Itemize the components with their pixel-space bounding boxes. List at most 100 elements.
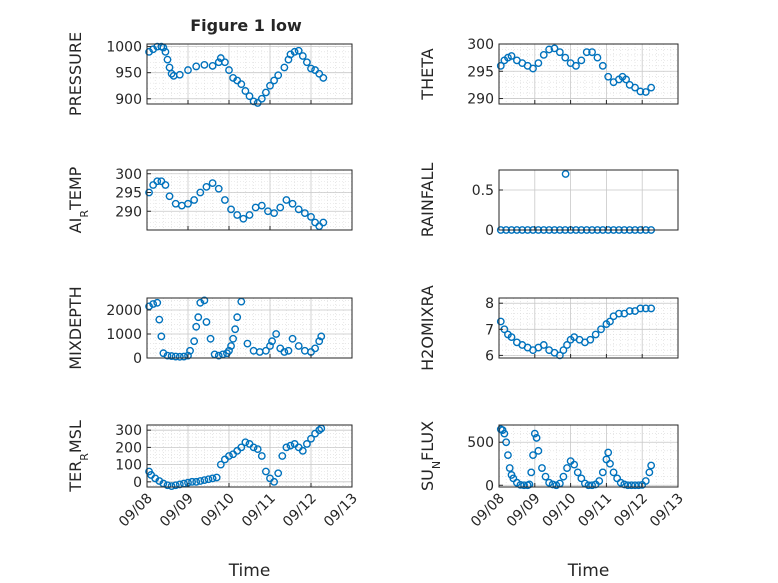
data-point bbox=[200, 476, 209, 485]
data-point bbox=[225, 66, 233, 74]
data-point bbox=[593, 53, 602, 62]
x-tick-label: 09/10 bbox=[198, 491, 238, 531]
data-point bbox=[573, 468, 582, 477]
data-point bbox=[212, 473, 221, 482]
data-point bbox=[282, 196, 291, 204]
data-point bbox=[527, 468, 536, 477]
data-point bbox=[300, 209, 309, 218]
plot-area bbox=[499, 170, 678, 230]
data-point bbox=[149, 300, 158, 308]
figure-title: Figure 1 low bbox=[190, 16, 302, 35]
data-point bbox=[294, 46, 303, 55]
subplot-5: 0 1000 2000 MIXDEPTH bbox=[66, 286, 353, 370]
subplot-3: 290 295 300 AIRTEMP bbox=[66, 166, 353, 233]
x-tick-label: 09/08 bbox=[116, 491, 156, 531]
x-axis-label: Time bbox=[567, 561, 610, 581]
data-point bbox=[153, 298, 162, 307]
data-point bbox=[227, 205, 235, 214]
data-point bbox=[647, 461, 656, 470]
data-series bbox=[496, 425, 656, 490]
x-tick-label: 09/12 bbox=[611, 491, 651, 531]
subplot-1: 900 950 1000 PRESSURE bbox=[66, 32, 353, 116]
y-tick-label: 1000 bbox=[106, 327, 142, 343]
data-point bbox=[237, 443, 246, 452]
data-point bbox=[290, 47, 299, 56]
data-point bbox=[175, 70, 184, 79]
data-point bbox=[588, 48, 596, 57]
data-point bbox=[239, 214, 248, 223]
data-point bbox=[286, 441, 295, 450]
data-point bbox=[266, 81, 274, 90]
data-point bbox=[245, 92, 254, 101]
data-point bbox=[280, 348, 289, 356]
data-point bbox=[214, 184, 223, 193]
x-tick-label: 09/11 bbox=[239, 491, 279, 531]
data-point bbox=[604, 448, 613, 457]
data-point bbox=[563, 464, 571, 472]
x-tick-label: 09/13 bbox=[647, 491, 687, 531]
data-point bbox=[641, 304, 650, 313]
data-point bbox=[294, 205, 303, 214]
data-point bbox=[636, 87, 645, 96]
data-point bbox=[202, 318, 211, 326]
data-point bbox=[563, 341, 571, 349]
plot-area bbox=[147, 44, 352, 104]
y-axis-label: PRESSURE bbox=[66, 32, 85, 116]
data-point bbox=[641, 88, 650, 96]
data-point bbox=[534, 446, 543, 455]
data-point bbox=[225, 452, 233, 460]
data-point bbox=[253, 445, 262, 454]
data-point bbox=[302, 440, 311, 448]
data-point bbox=[550, 44, 559, 53]
data-point bbox=[208, 179, 217, 188]
data-point bbox=[577, 56, 586, 65]
data-point bbox=[179, 352, 188, 361]
data-point bbox=[278, 452, 287, 460]
data-point bbox=[227, 342, 235, 350]
data-point bbox=[249, 97, 258, 106]
y-tick-label: 290 bbox=[115, 204, 142, 220]
data-point bbox=[257, 201, 266, 210]
data-point bbox=[545, 45, 554, 54]
y-tick-label: 0.5 bbox=[472, 183, 494, 199]
y-tick-label: 300 bbox=[115, 167, 142, 183]
y-tick-label: 0 bbox=[133, 475, 142, 491]
y-tick-label: 100 bbox=[115, 458, 142, 474]
data-point bbox=[317, 332, 326, 341]
data-point bbox=[196, 477, 205, 485]
data-point bbox=[505, 464, 514, 472]
y-tick-label: 7 bbox=[485, 322, 494, 338]
data-point bbox=[270, 477, 278, 486]
data-point bbox=[622, 75, 630, 84]
data-point bbox=[538, 464, 546, 472]
data-point bbox=[319, 74, 328, 82]
data-point bbox=[175, 480, 184, 489]
data-point bbox=[559, 346, 568, 355]
data-point bbox=[190, 196, 199, 204]
data-point bbox=[584, 481, 593, 490]
data-point bbox=[529, 64, 537, 73]
axes-box bbox=[498, 43, 679, 105]
data-point bbox=[598, 468, 607, 477]
data-point bbox=[520, 481, 528, 490]
data-point bbox=[231, 325, 240, 334]
data-point bbox=[525, 480, 534, 489]
data-point bbox=[243, 339, 252, 348]
data-point bbox=[631, 83, 639, 92]
data-point bbox=[220, 196, 229, 204]
data-point bbox=[604, 72, 613, 81]
data-point bbox=[190, 337, 199, 346]
data-point bbox=[496, 317, 505, 326]
data-point bbox=[284, 346, 293, 355]
data-series bbox=[145, 42, 328, 107]
y-tick-label: 950 bbox=[115, 66, 142, 82]
x-tick-label: 09/10 bbox=[540, 491, 580, 531]
data-point bbox=[315, 337, 324, 346]
y-axis-label: AIRTEMP bbox=[66, 166, 91, 233]
x-tick-label: 09/09 bbox=[157, 491, 197, 531]
data-point bbox=[270, 76, 278, 85]
data-series bbox=[496, 44, 656, 96]
data-point bbox=[298, 446, 307, 455]
data-point bbox=[298, 52, 307, 60]
